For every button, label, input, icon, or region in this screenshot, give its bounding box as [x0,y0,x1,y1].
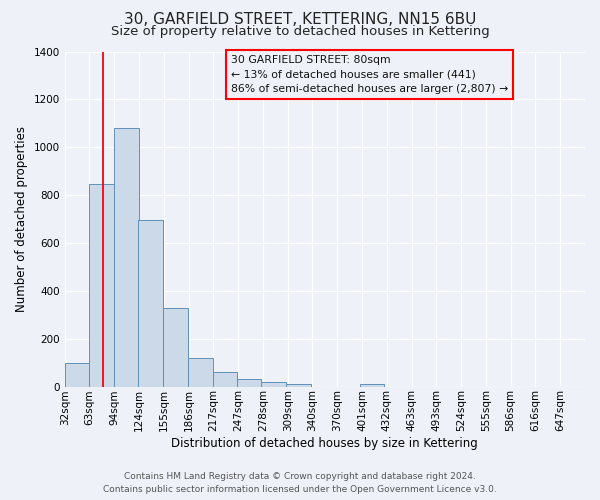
Bar [236,380,261,386]
Bar [138,220,163,386]
Bar [359,384,385,386]
Bar [114,128,139,386]
Text: 30, GARFIELD STREET, KETTERING, NN15 6BU: 30, GARFIELD STREET, KETTERING, NN15 6BU [124,12,476,28]
Bar [163,308,188,386]
Text: Size of property relative to detached houses in Kettering: Size of property relative to detached ho… [110,25,490,38]
Text: Contains HM Land Registry data © Crown copyright and database right 2024.
Contai: Contains HM Land Registry data © Crown c… [103,472,497,494]
X-axis label: Distribution of detached houses by size in Kettering: Distribution of detached houses by size … [172,437,478,450]
Bar [261,382,286,386]
Text: 30 GARFIELD STREET: 80sqm
← 13% of detached houses are smaller (441)
86% of semi: 30 GARFIELD STREET: 80sqm ← 13% of detac… [231,55,508,94]
Y-axis label: Number of detached properties: Number of detached properties [15,126,28,312]
Bar [212,372,238,386]
Bar [89,184,114,386]
Bar [188,358,212,386]
Bar [286,384,311,386]
Bar [65,362,89,386]
